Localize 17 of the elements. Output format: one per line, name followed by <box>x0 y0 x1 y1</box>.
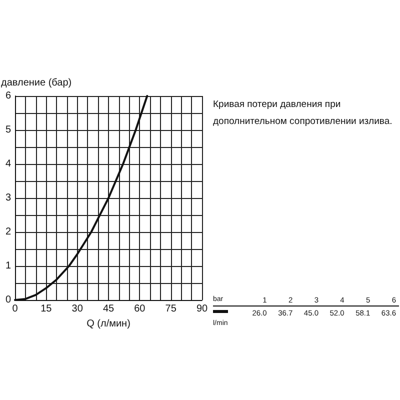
y-tick-label: 3 <box>5 192 12 204</box>
x-tick-label: 60 <box>134 304 146 314</box>
x-axis-title: Q (л/мин) <box>86 318 130 330</box>
x-tick-label: 90 <box>196 304 208 314</box>
x-tick-label: 15 <box>40 304 52 314</box>
x-tick-label: 75 <box>165 304 177 314</box>
y-tick-label: 4 <box>5 158 12 170</box>
y-tick-label: 1 <box>5 260 12 272</box>
y-tick-label: 6 <box>5 90 12 102</box>
x-tick-label: 30 <box>72 304 84 314</box>
y-tick-label: 2 <box>5 226 12 238</box>
x-tick-label: 45 <box>102 304 114 314</box>
text: Кривая потери давления при дополнительном сопротивлении излива. <box>213 98 394 129</box>
y-axis-title: давление (бар) <box>1 78 72 88</box>
y-tick-label: 0 <box>5 294 12 306</box>
x-tick-label: 0 <box>12 304 18 314</box>
y-tick-label: 5 <box>5 124 12 136</box>
